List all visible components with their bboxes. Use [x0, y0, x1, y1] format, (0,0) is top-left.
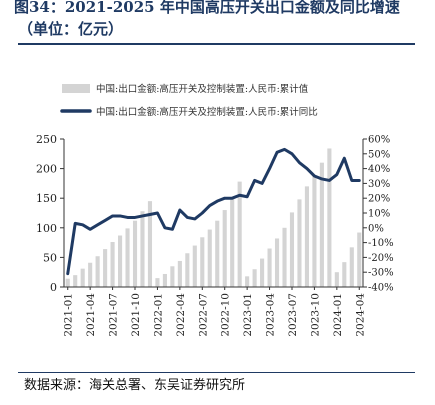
bar: [237, 181, 242, 287]
x-tick-label: 2021-01: [63, 293, 75, 337]
x-tick-label: 2021-10: [130, 293, 142, 337]
bar: [125, 228, 130, 287]
bar: [245, 276, 250, 287]
bar: [260, 258, 265, 287]
y-left-tick-label: 250: [36, 133, 57, 146]
x-tick-label: 2024-04: [354, 293, 366, 337]
bar: [252, 269, 257, 287]
bar: [147, 201, 153, 287]
legend-bar-label: 中国:出口金额:高压开关及控制装置:人民币:累计值: [96, 83, 309, 95]
bar: [319, 162, 324, 287]
x-tick-label: 2022-04: [175, 293, 187, 337]
x-tick-label: 2022-07: [197, 293, 209, 337]
legend-bar-swatch: [62, 84, 90, 93]
bar: [155, 278, 160, 287]
bar: [349, 247, 354, 287]
x-tick-label: 2024-01: [332, 293, 344, 337]
bar: [327, 148, 332, 287]
x-tick-label: 2023-07: [287, 293, 299, 337]
line-series: [66, 147, 361, 276]
bar: [357, 232, 362, 287]
bar: [110, 242, 115, 287]
axes: 0 50 100 150 200 250 60% 50% 40% 30% 20% 10% 0% -10% -…: [36, 133, 394, 337]
y-right-tick-label: -10%: [368, 238, 394, 249]
x-tick-label: 2023-10: [309, 293, 321, 337]
bar: [192, 245, 197, 287]
bar: [267, 248, 272, 287]
y-right-tick-label: 50%: [368, 149, 390, 160]
x-tick-label: 2021-07: [108, 293, 120, 337]
bar-series: [65, 148, 362, 287]
x-tick-label: 2023-04: [265, 293, 277, 337]
y-right-tick-label: -30%: [368, 268, 394, 279]
title-divider: [18, 43, 415, 45]
figure-subtitle: （单位：亿元）: [18, 20, 124, 38]
bar: [282, 227, 287, 287]
y-left-tick-label: 0: [50, 281, 57, 294]
bar: [222, 210, 227, 287]
bar: [170, 266, 175, 287]
bar: [95, 256, 100, 287]
y-right-tick-label: -20%: [368, 253, 394, 264]
bar: [207, 229, 212, 287]
y-left-tick-label: 50: [43, 251, 57, 264]
bar: [342, 262, 347, 287]
figure-title: 图34：2021-2025 年中国高压开关出口金额及同比增速: [14, 0, 400, 16]
y-right-tick-label: 60%: [368, 135, 390, 146]
x-tick-label: 2023-01: [242, 293, 254, 337]
y-right-tick-label: 10%: [368, 209, 390, 220]
bar: [80, 268, 85, 287]
y-right-tick-label: 20%: [368, 194, 390, 205]
bar: [73, 275, 78, 287]
bar: [132, 220, 138, 287]
source-divider: [18, 372, 415, 373]
y-left-tick-label: 200: [36, 163, 57, 176]
bar: [230, 198, 235, 287]
bar: [65, 278, 70, 287]
bar: [304, 186, 309, 287]
chart: 中国:出口金额:高压开关及控制装置:人民币:累计值中国:出口金额:高压开关及控制…: [36, 83, 394, 337]
source-note: 数据来源：海关总署、东吴证券研究所: [24, 378, 246, 393]
x-tick-label: 2022-01: [152, 293, 164, 337]
bar: [312, 176, 317, 287]
y-right-tick-label: 30%: [368, 179, 390, 190]
bar: [185, 253, 190, 287]
y-left-tick-label: 150: [36, 192, 57, 205]
bar: [103, 249, 108, 287]
bar: [88, 262, 93, 287]
bar: [274, 238, 280, 287]
x-tick-label: 2021-04: [85, 293, 97, 337]
y-right-tick-label: 40%: [368, 164, 390, 175]
y-left-tick-label: 100: [36, 222, 57, 235]
bar: [162, 273, 167, 287]
bar: [289, 212, 295, 287]
y-right-tick-label: -40%: [368, 283, 394, 294]
y-right-tick-label: 0%: [368, 223, 384, 234]
bar: [215, 220, 220, 287]
bar: [140, 211, 145, 287]
bar: [118, 235, 123, 287]
bar: [177, 260, 182, 287]
bar: [334, 272, 339, 287]
line-path: [66, 147, 361, 276]
legend: 中国:出口金额:高压开关及控制装置:人民币:累计值中国:出口金额:高压开关及控制…: [60, 83, 318, 118]
x-tick-label: 2022-10: [220, 293, 232, 337]
legend-line-label: 中国:出口金额:高压开关及控制装置:人民币:累计同比: [96, 106, 318, 118]
bar: [297, 199, 302, 287]
bar: [200, 237, 205, 287]
